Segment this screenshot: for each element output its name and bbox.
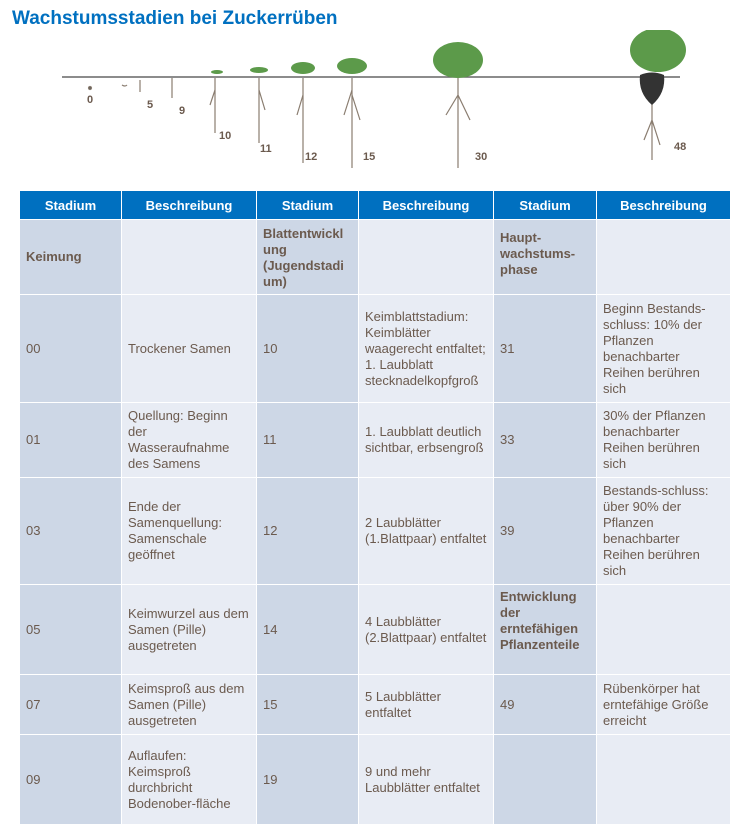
stadium-cell: 00 [19,294,122,403]
stadium-cell: Blattentwickl ung (Jugendstadi um) [256,219,359,295]
stadium-cell: 49 [493,674,597,735]
beschreibung-cell: Trockener Samen [121,294,257,403]
beschreibung-cell: 5 Laubblätter entfaltet [358,674,494,735]
beschreibung-cell: Ende der Samenquellung: Samenschale geöf… [121,477,257,585]
beschreibung-cell: Rübenkörper hat erntefähige Größe erreic… [596,674,730,735]
stadium-cell: 11 [256,402,359,478]
stadium-cell: Keimung [19,219,122,295]
beschreibung-cell: 1. Laubblatt deutlich sichtbar, erbsengr… [358,402,494,478]
table-row: 09 Auflaufen: Keimsproß durchbricht Boden… [19,734,730,825]
stadium-cell: 10 [256,294,359,403]
beschreibung-cell: 4 Laubblätter (2.Blattpaar) entfaltet [358,584,494,675]
header-beschreibung: Beschreibung [358,190,494,220]
beschreibung-cell [121,219,257,295]
beschreibung-cell: Keimblattstadium: Keimblätter waagerecht… [358,294,494,403]
table-header-row: Stadium Beschreibung Stadium Beschreibun… [19,190,730,220]
stadium-cell: 19 [256,734,359,825]
stage-label: 5 [147,99,154,111]
stage-label: 12 [305,151,318,163]
growth-stages-table: Stadium Beschreibung Stadium Beschreibun… [19,190,730,825]
header-beschreibung: Beschreibung [596,190,730,220]
stadium-cell: 14 [256,584,359,675]
beschreibung-cell [596,584,730,675]
stadium-cell: Haupt-wachstums-phase [493,219,597,295]
beschreibung-cell: Quellung: Beginn der Wasseraufnahme des … [121,402,257,478]
stadium-cell: 33 [493,402,597,478]
stage-label: 0 [87,94,94,106]
beet-root [639,72,665,105]
beschreibung-cell: Beginn Bestands-schluss: 10% der Pflanze… [596,294,730,403]
table-row: 00 Trockener Samen 10 Keimblattstadium: Kei… [19,294,730,403]
stage-label: 30 [475,151,488,163]
beschreibung-cell: 9 und mehr Laubblätter entfaltet [358,734,494,825]
beschreibung-cell: Bestands-schluss: über 90% der Pflanzen … [596,477,730,585]
table-row: 03 Ende der Samenquellung: Samenschale ge… [19,477,730,585]
stage-label: 10 [219,130,232,142]
stadium-cell [493,734,597,825]
table-row: 05 Keimwurzel aus dem Samen (Pille) ausge… [19,584,730,675]
stadium-cell: 12 [256,477,359,585]
beschreibung-cell: Keimsproß aus dem Samen (Pille) ausgetre… [121,674,257,735]
header-stadium: Stadium [256,190,359,220]
page-title: Wachstumsstadien bei Zuckerrüben [12,8,338,29]
header-stadium: Stadium [19,190,122,220]
beschreibung-cell: Auflaufen: Keimsproß durchbricht Bodenob… [121,734,257,825]
beschreibung-cell: 30% der Pflanzen benachbarter Reihen ber… [596,402,730,478]
beschreibung-cell [596,219,730,295]
stadium-cell: 09 [19,734,122,825]
beschreibung-cell [358,219,494,295]
table-row: Keimung Blattentwickl ung (Jugendstadi um… [19,219,730,295]
header-beschreibung: Beschreibung [121,190,257,220]
stadium-cell: 01 [19,402,122,478]
stadium-cell: 39 [493,477,597,585]
stadium-cell: 31 [493,294,597,403]
beschreibung-cell: 2 Laubblätter (1.Blattpaar) entfaltet [358,477,494,585]
stadium-cell: 03 [19,477,122,585]
table-row: 07 Keimsproß aus dem Samen (Pille) ausget… [19,674,730,735]
stadium-cell: 05 [19,584,122,675]
stage-label: 11 [260,143,272,155]
beschreibung-cell [596,734,730,825]
stage-label: 48 [674,141,687,153]
header-stadium: Stadium [493,190,597,220]
growth-stages-illustration [62,30,686,168]
stage-label: 9 [179,105,186,117]
table-row: 01 Quellung: Beginn der Wasseraufnahme de… [19,402,730,478]
stadium-cell: 07 [19,674,122,735]
stadium-cell: 15 [256,674,359,735]
stadium-cell: Entwicklung der erntefähigen Pflanzentei… [493,584,597,675]
beschreibung-cell: Keimwurzel aus dem Samen (Pille) ausgetr… [121,584,257,675]
stage-label: 15 [363,151,376,163]
